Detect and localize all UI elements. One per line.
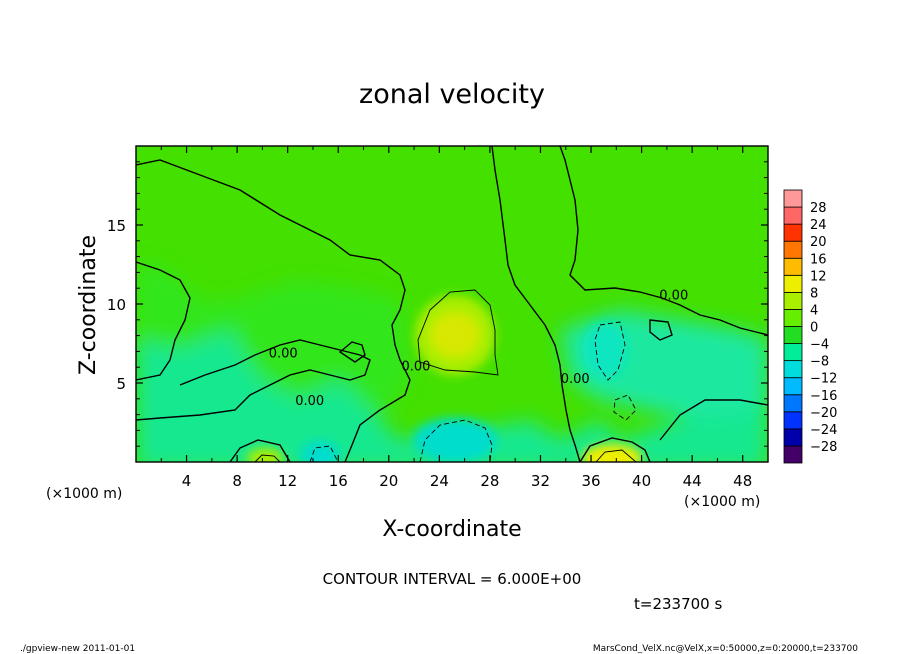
colorbar-label-13: 24	[810, 218, 827, 233]
colorbar-swatch-1	[783, 428, 803, 447]
y-axis: 5 10 15	[107, 161, 768, 447]
colorbar-swatch-3	[783, 394, 803, 413]
colorbar-swatch-13	[783, 223, 803, 242]
x-tick-label-4: 20	[379, 472, 398, 490]
contour-negative-right	[594, 321, 626, 381]
field-region-neg-right-core	[583, 322, 627, 378]
colorbar-label-3: −16	[810, 389, 837, 404]
x-tick-label-1: 8	[232, 472, 242, 490]
contour-negative-right-small	[613, 394, 637, 421]
time-text: t=233700 s	[634, 595, 722, 613]
contour-zero-upper-left	[136, 159, 411, 462]
contour-zero-island	[338, 341, 366, 363]
field-region-pos-bottom-right	[582, 444, 642, 462]
x-tick-label-11: 48	[733, 472, 752, 490]
x-tick-label-6: 28	[480, 472, 499, 490]
contour-label-4: 0.00	[659, 288, 688, 303]
colorbar-label-0: −28	[810, 440, 837, 455]
field-region-pos-bottom-left	[247, 448, 283, 462]
contour-label-2: 0.00	[401, 359, 430, 374]
colorbar-label-7: 0	[810, 321, 818, 336]
colorbar-swatch-6	[783, 343, 803, 362]
field-region-neg-lower	[136, 330, 768, 462]
colorbar-swatch-2	[783, 411, 803, 430]
colorbar: −28 −24 −20 −16 −12 −8 −4 0 4 8 12 16 20 24 28	[783, 189, 837, 464]
x-axis: 4 8 12 16 20 24 28 32 36 40 44 48	[160, 146, 752, 490]
colorbar-swatch-5	[783, 360, 803, 379]
colorbar-swatch-0	[783, 445, 803, 464]
contour-positive-center	[417, 289, 499, 376]
colorbar-swatch-12	[783, 240, 803, 259]
colorbar-label-1: −24	[810, 423, 837, 438]
colorbar-swatch-4	[783, 377, 803, 396]
colorbar-swatch-9	[783, 291, 803, 310]
colorbar-label-5: −8	[810, 355, 829, 370]
colorbar-label-2: −20	[810, 406, 837, 421]
x-tick-label-2: 12	[278, 472, 297, 490]
plot-area	[136, 146, 768, 462]
colorbar-swatch-11	[783, 257, 803, 276]
colorbar-swatch-7	[783, 326, 803, 344]
x-unit-note: (×1000 m)	[684, 494, 760, 510]
y-tick-label-1: 10	[107, 296, 126, 314]
contour-zero-center-right	[491, 146, 581, 462]
field-region-pos-center-core	[431, 313, 479, 357]
contour-label-1: 0.00	[295, 394, 324, 409]
colorbar-label-8: 4	[810, 303, 818, 318]
field-region-neg-bottom-left	[300, 441, 340, 462]
y-tick-label-0: 5	[116, 375, 126, 393]
contour-zero-bottom-right	[579, 437, 651, 462]
x-tick-label-8: 36	[581, 472, 600, 490]
colorbar-label-10: 12	[810, 269, 827, 284]
contour-zero-mid-left	[136, 339, 371, 421]
x-tick-label-7: 32	[531, 472, 550, 490]
contour-zero-bottom-left	[229, 439, 291, 462]
colorbar-label-12: 20	[810, 235, 827, 250]
x-tick-label-5: 24	[430, 472, 449, 490]
contour-zero-right-loop	[649, 319, 673, 341]
colorbar-label-9: 8	[810, 286, 818, 301]
y-unit-note: (×1000 m)	[46, 486, 122, 502]
colorbar-label-14: 28	[810, 201, 827, 216]
contour-zero-right-lower	[659, 399, 768, 441]
contour-zero-left-lobe	[136, 261, 191, 381]
x-tick-label-0: 4	[182, 472, 192, 490]
colorbar-label-11: 16	[810, 252, 827, 267]
colorbar-swatch-8	[783, 309, 803, 327]
x-axis-title: X-coordinate	[382, 517, 521, 542]
y-axis-title: Z-coordinate	[76, 235, 101, 375]
footer-left: ./gpview-new 2011-01-01	[20, 644, 135, 654]
contour-label-0: 0.00	[269, 347, 298, 362]
y-tick-label-2: 15	[107, 217, 126, 235]
colorbar-label-6: −4	[810, 338, 829, 353]
contour-label-3: 0.00	[561, 372, 590, 387]
x-tick-label-3: 16	[329, 472, 348, 490]
contour-interval-text: CONTOUR INTERVAL = 6.000E+00	[323, 570, 582, 588]
contour-labels: 0.00 0.00 0.00 0.00 0.00	[269, 288, 689, 409]
footer-right: MarsCond_VelX.nc@VelX,x=0:50000,z=0:2000…	[593, 644, 858, 654]
colorbar-swatch-14	[783, 206, 803, 225]
colorbar-label-4: −12	[810, 372, 837, 387]
contour-positive-bottom-right	[595, 449, 637, 462]
field-region-neg-bottom-center	[413, 418, 497, 462]
contour-positive-bottom-left	[254, 454, 281, 462]
contour-zero-upper-right	[559, 146, 768, 336]
x-tick-label-9: 40	[632, 472, 651, 490]
colorbar-swatch-10	[783, 274, 803, 293]
x-tick-label-10: 44	[683, 472, 702, 490]
colorbar-swatch-15	[783, 189, 803, 208]
chart-title: zonal velocity	[359, 79, 545, 110]
